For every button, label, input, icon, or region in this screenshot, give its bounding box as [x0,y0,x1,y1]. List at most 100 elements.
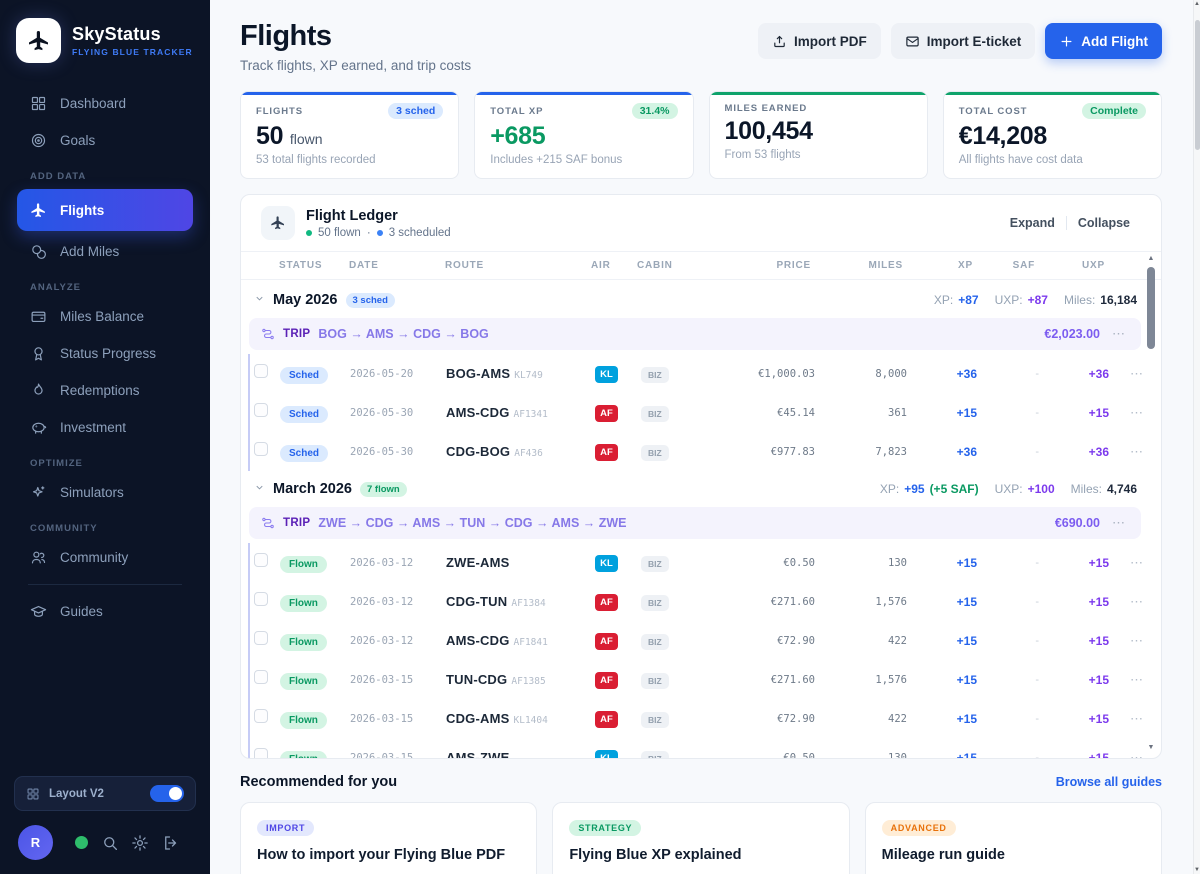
page-scrollbar-thumb[interactable] [1194,20,1200,150]
expand-button[interactable]: Expand [999,216,1067,230]
month-group-may-2026: May 2026 3 sched XP: +87 UXP: +87 Miles: 16… [248,282,1143,471]
trip-row[interactable]: TRIP BOG → AMS → CDG → BOG €2,023.00 ⋯ [249,318,1141,350]
row-menu-button[interactable]: ⋯ [1130,593,1143,609]
row-menu-button[interactable]: ⋯ [1130,632,1143,648]
row-checkbox[interactable] [254,592,268,606]
sidebar-item-flights[interactable]: Flights [17,189,193,231]
flight-row: Sched 2026-05-30 AMS-CDG AF1341 AF BIZ €4… [250,393,1143,432]
sidebar-item-guides[interactable]: Guides [0,593,210,630]
trip-menu-button[interactable]: ⋯ [1112,515,1125,530]
graduation-cap-icon [30,605,47,617]
sidebar-item-add-miles[interactable]: Add Miles [0,233,210,270]
row-checkbox[interactable] [254,364,268,378]
row-menu-button[interactable]: ⋯ [1130,365,1143,381]
sidebar-item-investment[interactable]: Investment [0,409,210,446]
page-scrollbar[interactable]: ▲ ▼ [1193,0,1200,874]
row-menu-button[interactable]: ⋯ [1130,443,1143,459]
status-badge: Sched [280,444,329,462]
page-scroll-down-arrow[interactable]: ▼ [1194,867,1200,873]
user-avatar[interactable]: R [18,825,53,860]
sidebar-item-dashboard[interactable]: Dashboard [0,85,210,122]
group-header[interactable]: March 2026 7 flown XP: +95 (+5 SAF) UXP: +… [248,471,1143,505]
trip-row[interactable]: TRIP ZWE → CDG → AMS → TUN → CDG → AMS →… [249,507,1141,539]
uxp-value: +36 [1088,366,1109,381]
gear-icon[interactable] [131,834,149,852]
sidebar-item-label: Goals [60,133,96,148]
row-checkbox[interactable] [254,631,268,645]
xp-value: +36 [956,444,977,459]
flight-row: Flown 2026-03-15 TUN-CDG AF1385 AF BIZ €2… [250,660,1143,699]
stat-card-flights: FLIGHTS 3 sched 50 flown 53 total flight… [240,91,460,179]
flight-route: BOG-AMS KL749 [446,365,543,381]
sidebar-item-miles-balance[interactable]: Miles Balance [0,298,210,335]
scrollbar-thumb[interactable] [1147,267,1155,349]
sidebar-item-label: Status Progress [60,346,157,361]
row-menu-button[interactable]: ⋯ [1130,671,1143,687]
scroll-down-arrow[interactable]: ▼ [1147,744,1155,751]
flight-row: Sched 2026-05-20 BOG-AMS KL749 KL BIZ €1,… [250,354,1143,393]
stat-subtext: From 53 flights [724,149,801,161]
stat-card-miles-earned: MILES EARNED 100,454 From 53 flights [708,91,928,179]
add-flight-button[interactable]: Add Flight [1045,23,1162,59]
row-checkbox[interactable] [254,709,268,723]
trip-price: €690.00 [1054,516,1100,530]
brand-tagline: FLYING BLUE TRACKER [72,47,193,57]
ledger-scrollbar[interactable]: ▲ ▼ [1146,255,1156,752]
row-checkbox[interactable] [254,442,268,456]
row-menu-button[interactable]: ⋯ [1130,404,1143,420]
sidebar-item-status-progress[interactable]: Status Progress [0,335,210,372]
sidebar-item-redemptions[interactable]: Redemptions [0,372,210,409]
saf-value: - [1035,634,1039,647]
flight-miles: 130 [888,751,907,759]
nav-section-optimize: OPTIMIZE [30,458,83,469]
sidebar-item-label: Dashboard [60,96,127,111]
row-menu-button[interactable]: ⋯ [1130,710,1143,726]
row-checkbox[interactable] [254,553,268,567]
stat-card-total-xp: TOTAL XP 31.4% +685 Includes +215 SAF bo… [474,91,694,179]
recommended-title: Recommended for you [240,774,398,790]
flight-date: 2026-05-20 [350,367,414,380]
stat-badge: 3 sched [388,103,444,119]
collapse-button[interactable]: Collapse [1077,216,1130,230]
logout-icon[interactable] [162,834,180,852]
layout-v2-toggle-row[interactable]: Layout V2 [14,776,196,811]
chevron-down-icon [254,480,265,498]
trip-flight-rows: Sched 2026-05-20 BOG-AMS KL749 KL BIZ €1,… [248,354,1143,471]
presence-status-dot[interactable] [75,836,89,849]
import-pdf-button[interactable]: Import PDF [758,23,881,59]
row-checkbox[interactable] [254,670,268,684]
chevron-down-icon [254,291,265,309]
uxp-value: +15 [1088,711,1109,726]
flight-price: €72.90 [777,712,815,725]
sidebar: SkyStatus FLYING BLUE TRACKER Dashboard … [0,0,210,874]
import-eticket-button[interactable]: Import E-ticket [890,23,1036,59]
flight-miles: 130 [888,556,907,569]
page-scroll-up-arrow[interactable]: ▲ [1194,1,1200,7]
sidebar-item-goals[interactable]: Goals [0,122,210,159]
flight-price: €271.60 [770,673,815,686]
guide-card-advanced[interactable]: ADVANCED Mileage run guide How to plan c… [864,802,1162,874]
guide-card-import[interactable]: IMPORT How to import your Flying Blue PD… [240,802,538,874]
layout-toggle-switch[interactable] [150,785,184,802]
saf-value: - [1035,406,1039,419]
row-checkbox[interactable] [254,748,268,758]
status-badge: Flown [280,555,327,573]
scroll-up-arrow[interactable]: ▲ [1147,255,1155,262]
row-checkbox[interactable] [254,403,268,417]
group-header[interactable]: May 2026 3 sched XP: +87 UXP: +87 Miles: 16… [248,282,1143,316]
trip-menu-button[interactable]: ⋯ [1112,326,1125,341]
flight-date: 2026-05-30 [350,445,414,458]
users-icon [31,551,46,564]
row-menu-button[interactable]: ⋯ [1130,749,1143,759]
brand-name: SkyStatus [72,24,161,44]
status-badge: Sched [280,366,329,384]
group-summary: XP: +87 UXP: +87 Miles: 16,184 [933,293,1137,307]
airline-badge: KL [595,555,618,572]
search-icon[interactable] [101,834,119,852]
row-menu-button[interactable]: ⋯ [1130,554,1143,570]
browse-all-guides-link[interactable]: Browse all guides [1055,775,1162,789]
sidebar-item-simulators[interactable]: Simulators [0,474,210,511]
uxp-value: +15 [1088,594,1109,609]
guide-card-strategy[interactable]: STRATEGY Flying Blue XP explained How XP… [552,802,850,874]
sidebar-item-community[interactable]: Community [0,539,210,576]
